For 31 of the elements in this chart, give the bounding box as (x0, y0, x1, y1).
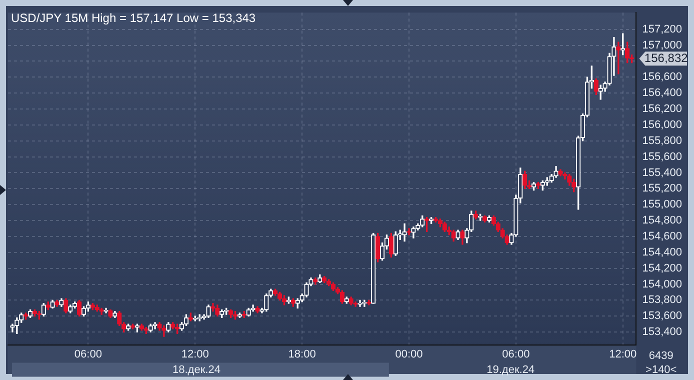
chart-title: USD/JPY 15M High = 157,147 Low = 153,343 (11, 10, 256, 25)
y-tick-label: 157,200 (642, 23, 682, 36)
y-tick-label: 155,000 (642, 198, 682, 211)
x-tick-label: 12:00 (181, 348, 209, 360)
text: 18.дек.24 (172, 364, 220, 376)
y-tick-label: 155,800 (642, 134, 682, 147)
text: >140< (646, 364, 677, 376)
y-tick-label: 157,000 (642, 39, 682, 52)
y-tick-label: 154,800 (642, 214, 682, 227)
y-tick-label: 154,600 (642, 230, 682, 242)
y-tick-label: 156,000 (642, 118, 682, 131)
text: 6439 (648, 350, 674, 362)
y-tick-label: 155,400 (642, 166, 682, 179)
y-tick-label: 153,800 (642, 294, 682, 306)
y-tick-label: 156,200 (642, 103, 682, 116)
y-tick-label: 153,600 (642, 310, 682, 322)
y-tick-label: 154,400 (642, 246, 682, 258)
x-tick-label: 12:00 (609, 348, 637, 360)
y-tick-label: 155,200 (642, 182, 682, 195)
y-tick-label: 153,400 (642, 326, 682, 338)
x-tick-label: 18:00 (288, 348, 316, 360)
x-tick-label: 00:00 (395, 348, 423, 360)
y-tick-label: 154,200 (642, 262, 682, 274)
y-tick-label: 154,000 (642, 278, 682, 290)
y-tick-label: 156,600 (642, 71, 682, 84)
candlestick (402, 223, 407, 242)
x-tick-label: 06:00 (502, 348, 530, 360)
y-tick-label: 155,600 (642, 150, 682, 163)
text: 19.дек.24 (486, 364, 535, 376)
y-tick-label: 156,400 (642, 87, 682, 100)
x-tick-label: 06:00 (74, 348, 102, 360)
